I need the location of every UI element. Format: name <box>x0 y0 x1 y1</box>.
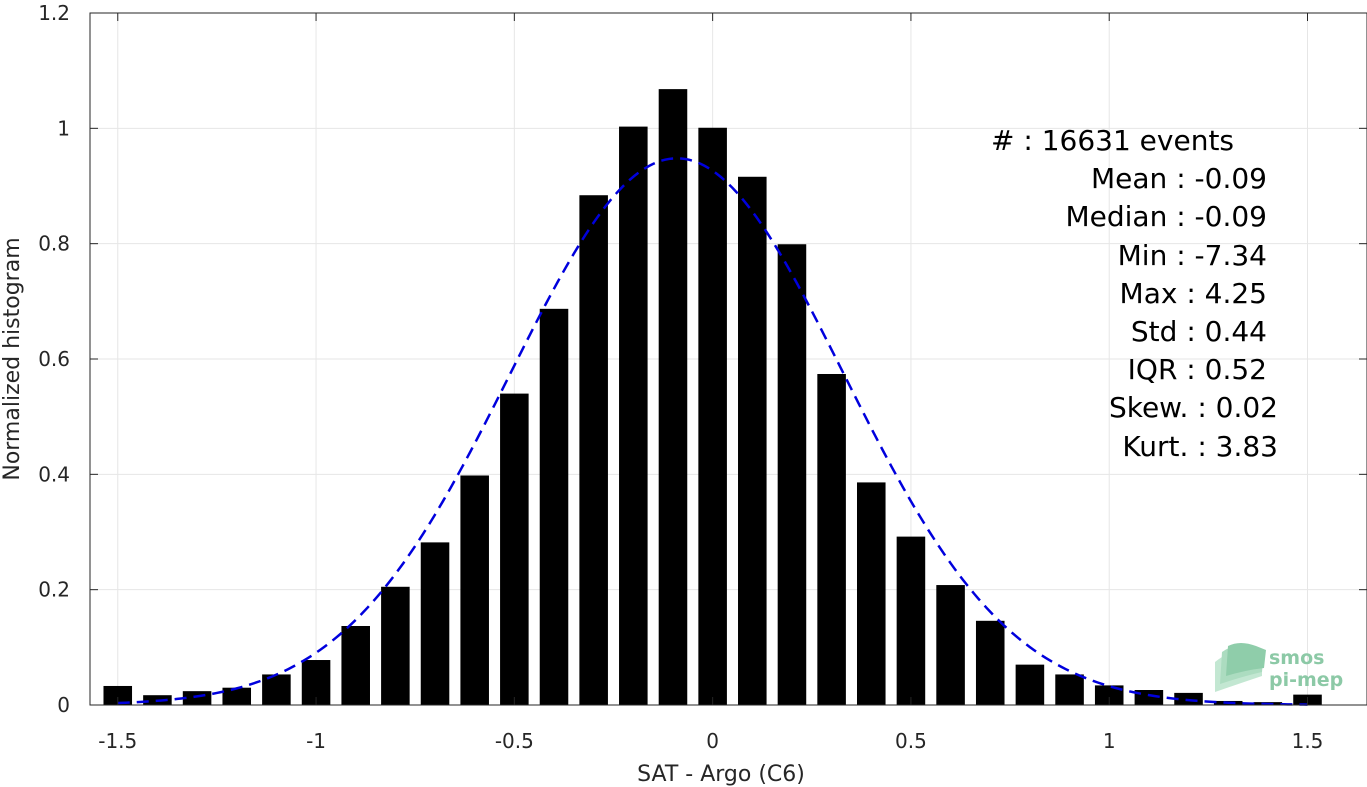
y-tick-label: 1.2 <box>38 1 70 25</box>
smos-pimep-logo: smos pi-mep <box>1215 643 1343 692</box>
y-tick-label: 0 <box>57 693 70 717</box>
histogram-bar <box>1055 674 1084 705</box>
y-tick-label: 0.4 <box>38 462 70 486</box>
histogram-bar <box>1094 685 1124 705</box>
x-axis-ticks <box>117 13 1309 705</box>
x-tick-label: 1 <box>1103 729 1116 753</box>
histogram-bar <box>1015 664 1045 705</box>
y-axis-title: Normalized histogram <box>0 237 25 480</box>
histogram-bar <box>539 308 569 705</box>
histogram-bar <box>1134 690 1164 705</box>
stat-kurt: Kurt. : 3.83 <box>1122 430 1278 463</box>
y-tick-label: 1 <box>57 116 70 140</box>
histogram-bar <box>658 89 688 706</box>
x-tick-label: -0.5 <box>495 729 534 753</box>
stat-iqr: IQR : 0.52 <box>1128 353 1267 386</box>
histogram-bar <box>341 625 370 705</box>
x-tick-label: 0.5 <box>895 729 927 753</box>
y-axis-ticks <box>90 12 1367 706</box>
logo-line-1: smos <box>1269 647 1324 669</box>
x-axis-title: SAT - Argo (C6) <box>637 762 805 787</box>
y-tick-label: 0.8 <box>38 232 70 256</box>
stat-min: Min : -7.34 <box>1118 239 1267 272</box>
x-tick-label: 0 <box>706 729 719 753</box>
stat-skew: Skew. : 0.02 <box>1109 391 1278 424</box>
logo-line-2: pi-mep <box>1269 669 1343 691</box>
stat-events: # : 16631 events <box>991 124 1234 157</box>
y-tick-label: 0.6 <box>38 347 70 371</box>
logo-wave-icon <box>1215 643 1266 692</box>
histogram-bar <box>182 691 212 705</box>
histogram-bar <box>936 585 965 705</box>
histogram-bar <box>619 126 648 705</box>
histogram-bar <box>579 195 608 705</box>
histogram-bars <box>103 89 1322 706</box>
y-tick-label: 0.2 <box>38 578 70 602</box>
histogram-bar <box>103 685 133 705</box>
statistics-panel: # : 16631 events Mean : -0.09 Median : -… <box>991 124 1278 463</box>
histogram-bar <box>698 127 727 706</box>
x-tick-label: -1 <box>306 729 326 753</box>
histogram-bar <box>420 542 450 705</box>
stat-median: Median : -0.09 <box>1065 200 1267 233</box>
stat-std: Std : 0.44 <box>1131 315 1267 348</box>
histogram-bar <box>222 687 252 705</box>
stat-max: Max : 4.25 <box>1120 277 1267 310</box>
y-axis-tick-labels: 0 0.2 0.4 0.6 0.8 1 1.2 <box>38 1 70 717</box>
histogram-bar <box>738 176 767 706</box>
stat-mean: Mean : -0.09 <box>1091 162 1267 195</box>
histogram-bar <box>381 586 410 705</box>
histogram-bar <box>856 482 886 705</box>
histogram-bar <box>777 244 807 705</box>
histogram-bar <box>500 393 529 705</box>
x-tick-label: -1.5 <box>98 729 137 753</box>
histogram-bar <box>262 674 291 705</box>
histogram-bar <box>817 373 846 705</box>
histogram-bar <box>896 536 926 705</box>
histogram-bar <box>975 620 1005 705</box>
x-tick-label: 1.5 <box>1292 729 1324 753</box>
histogram-bar <box>460 475 489 705</box>
x-axis-tick-labels: -1.5 -1 -0.5 0 0.5 1 1.5 <box>98 729 1323 753</box>
